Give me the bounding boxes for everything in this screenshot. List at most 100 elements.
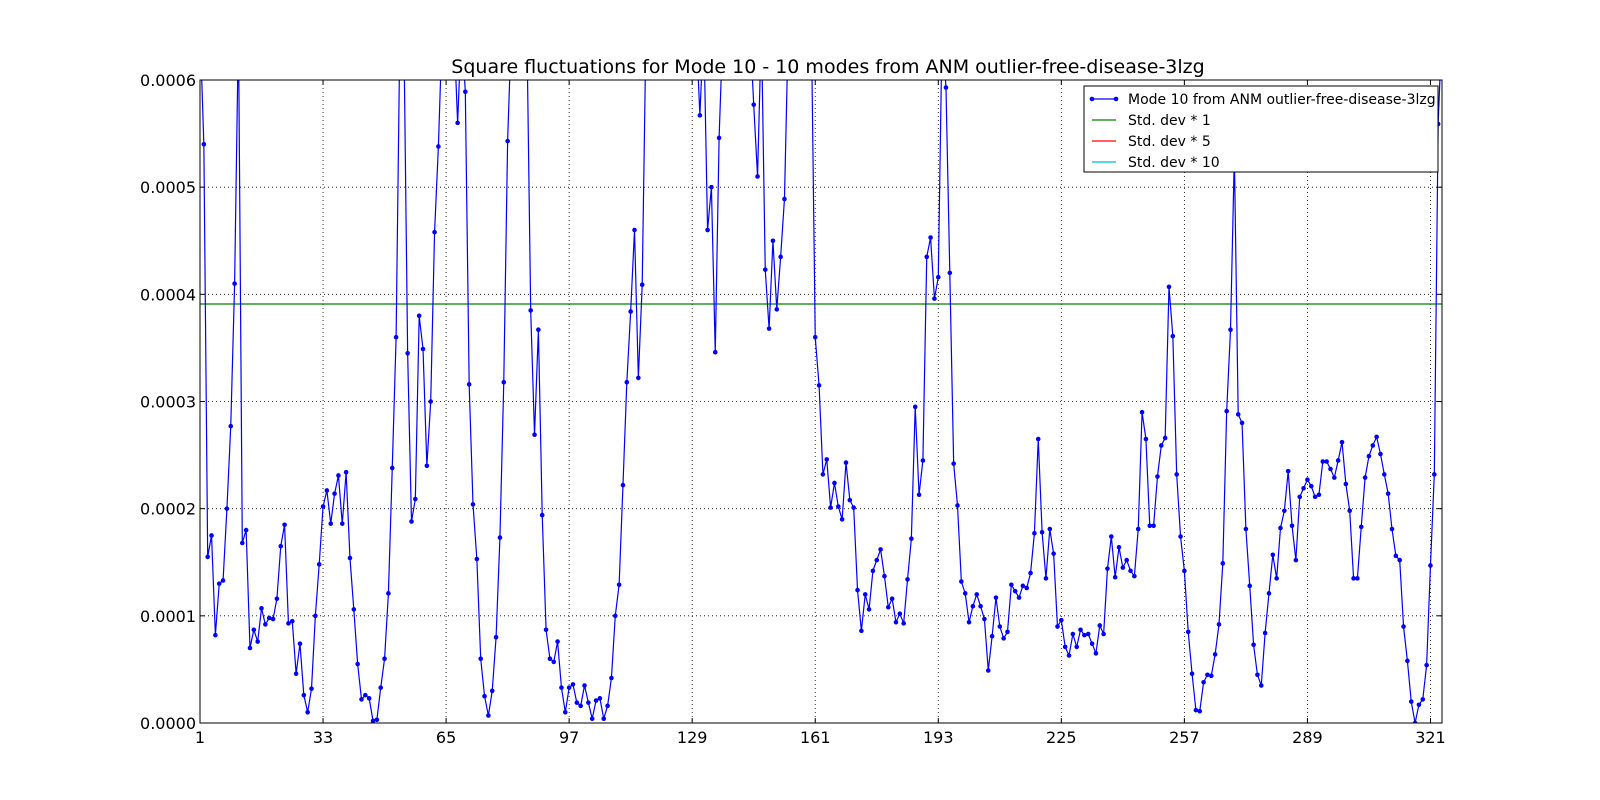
- data-point: [697, 113, 703, 118]
- data-point: [1370, 443, 1376, 448]
- data-point: [766, 326, 772, 331]
- data-point: [1297, 494, 1303, 500]
- data-point: [1001, 636, 1006, 641]
- data-point: [1055, 624, 1060, 629]
- data-point: [332, 491, 337, 496]
- data-point: [1155, 474, 1160, 479]
- data-point: [874, 557, 880, 563]
- data-point: [270, 616, 276, 622]
- data-point: [620, 482, 626, 488]
- data-point: [870, 568, 876, 574]
- data-point: [597, 696, 603, 701]
- data-point: [1082, 632, 1087, 638]
- data-point: [582, 683, 587, 688]
- data-point: [866, 607, 872, 612]
- data-point: [1339, 439, 1345, 445]
- data-point: [1305, 477, 1310, 483]
- data-point: [1089, 641, 1095, 646]
- data-point: [259, 606, 264, 611]
- data-point: [455, 120, 460, 126]
- y-tick-label: 0.0002: [140, 500, 196, 519]
- data-point: [924, 254, 930, 260]
- data-point: [247, 645, 253, 651]
- data-point: [916, 492, 922, 498]
- data-point: [843, 460, 849, 465]
- data-point: [501, 379, 507, 385]
- data-point: [201, 142, 207, 147]
- data-point: [513, 24, 518, 29]
- data-point: [539, 512, 545, 518]
- data-point: [897, 611, 903, 616]
- data-point: [198, 24, 203, 29]
- legend: Mode 10 from ANM outlier-free-disease-3l…: [1083, 85, 1439, 173]
- data-point: [378, 685, 384, 690]
- data-point: [382, 656, 387, 661]
- chart-title: Square fluctuations for Mode 10 - 10 mod…: [451, 56, 1204, 78]
- data-point: [313, 613, 318, 619]
- data-point: [521, 24, 526, 29]
- data-point: [1170, 333, 1176, 339]
- data-point: [328, 521, 334, 526]
- data-point: [1366, 453, 1372, 459]
- data-point: [282, 522, 287, 528]
- data-point: [562, 709, 568, 715]
- data-point: [497, 535, 503, 540]
- data-point: [1393, 553, 1399, 559]
- data-point: [1159, 443, 1164, 448]
- data-point: [1016, 595, 1022, 600]
- data-point: [1193, 707, 1199, 713]
- data-point: [578, 703, 583, 709]
- data-point: [1028, 570, 1033, 576]
- data-point: [293, 671, 299, 676]
- data-point: [386, 591, 391, 596]
- x-tick-label: 161: [800, 728, 831, 747]
- y-tick-label: 0.0004: [140, 285, 196, 304]
- data-point: [705, 227, 710, 233]
- data-point: [470, 502, 476, 507]
- data-point: [278, 543, 284, 549]
- data-point: [1289, 523, 1295, 529]
- data-point: [1382, 472, 1387, 477]
- data-point: [343, 469, 349, 475]
- data-point: [947, 270, 953, 276]
- data-point: [605, 703, 610, 709]
- data-point: [209, 533, 214, 538]
- data-point: [228, 423, 234, 429]
- data-point: [405, 350, 410, 356]
- data-point: [1424, 662, 1429, 668]
- data-point: [724, 24, 729, 29]
- data-point: [935, 274, 941, 280]
- y-tick-label: 0.0005: [140, 178, 196, 197]
- data-point: [336, 473, 341, 478]
- data-point: [574, 700, 580, 705]
- legend-label-3: Std. dev * 10: [1128, 155, 1220, 171]
- data-point: [1374, 434, 1379, 440]
- data-point: [220, 578, 226, 583]
- data-point: [955, 503, 960, 508]
- data-point: [820, 472, 826, 477]
- data-point: [466, 382, 472, 387]
- data-point: [790, 24, 795, 29]
- data-point: [1285, 468, 1291, 474]
- data-point: [205, 554, 210, 560]
- x-tick-label: 225: [1046, 728, 1077, 747]
- data-point: [505, 138, 510, 144]
- data-point: [1135, 526, 1141, 532]
- data-point: [1235, 412, 1241, 417]
- data-point: [770, 238, 776, 244]
- data-point: [1355, 576, 1360, 581]
- x-tick-label: 257: [1169, 728, 1200, 747]
- data-point: [1162, 435, 1168, 441]
- data-point: [839, 517, 845, 522]
- data-point: [609, 675, 614, 681]
- data-point: [651, 24, 656, 29]
- data-point: [1243, 526, 1249, 532]
- data-point: [1247, 583, 1253, 589]
- data-point: [1293, 557, 1299, 563]
- data-point: [216, 581, 222, 586]
- data-point: [448, 24, 453, 29]
- data-point: [213, 632, 218, 638]
- data-point: [355, 661, 360, 667]
- data-point: [551, 659, 557, 665]
